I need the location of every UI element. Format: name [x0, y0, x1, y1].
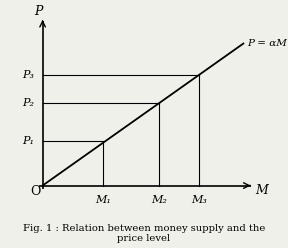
Text: M₃: M₃ [191, 195, 207, 205]
Text: M: M [255, 184, 268, 197]
Text: M₁: M₁ [95, 195, 111, 205]
Text: P = αM: P = αM [247, 39, 287, 48]
Text: O: O [30, 185, 41, 198]
Text: P: P [34, 5, 43, 18]
Text: P₁: P₁ [22, 136, 35, 146]
Text: Fig. 1 : Relation between money supply and the
price level: Fig. 1 : Relation between money supply a… [23, 224, 265, 243]
Text: P₂: P₂ [22, 98, 35, 108]
Text: P₃: P₃ [22, 70, 35, 80]
Text: M₂: M₂ [151, 195, 167, 205]
